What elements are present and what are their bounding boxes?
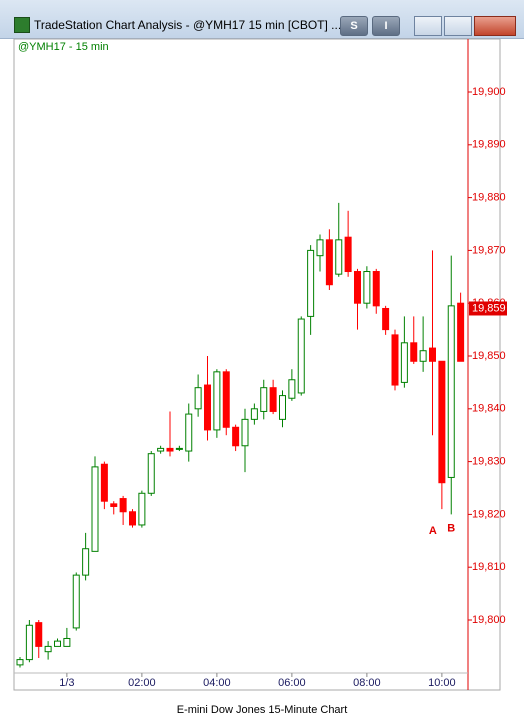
candle-body	[44, 645, 52, 653]
candle-body	[110, 503, 118, 507]
x-tick-label: 10:00	[428, 677, 456, 689]
candle-body	[410, 342, 418, 362]
app-icon	[14, 17, 30, 33]
last-price-label: 19,859	[472, 302, 506, 314]
candle-body	[100, 463, 108, 502]
x-tick-label: 08:00	[353, 677, 381, 689]
candle-body	[325, 239, 333, 286]
y-tick-label: 19,810	[472, 561, 506, 573]
title-bar: TradeStation Chart Analysis - @YMH17 15 …	[0, 0, 524, 39]
candle-body	[250, 408, 258, 420]
x-tick-label: 02:00	[128, 677, 156, 689]
i-button[interactable]: I	[372, 16, 400, 36]
candle-body	[138, 492, 146, 526]
minimize-button[interactable]	[414, 16, 442, 36]
y-tick-label: 19,820	[472, 508, 506, 520]
candle-body	[391, 334, 399, 386]
s-button[interactable]: S	[340, 16, 368, 36]
candle-body	[316, 239, 324, 257]
candle-body	[382, 307, 390, 331]
candle-body	[354, 271, 361, 304]
candle-body	[157, 447, 165, 452]
chart-caption: E-mini Dow Jones 15-Minute Chart	[177, 704, 348, 716]
y-tick-label: 19,850	[472, 350, 506, 362]
candle-body	[307, 249, 315, 317]
symbol-label: @YMH17 - 15 min	[18, 41, 109, 53]
candle-body	[222, 371, 230, 428]
candle-body	[63, 637, 71, 647]
x-tick-label: 1/3	[59, 677, 74, 689]
candle-body	[372, 271, 380, 307]
candle-body	[82, 548, 90, 576]
candle-body	[260, 387, 268, 412]
candle-body	[457, 302, 465, 362]
candle-body	[25, 624, 33, 661]
close-button[interactable]	[474, 16, 516, 36]
candle-body	[147, 453, 155, 494]
candle-body	[419, 350, 427, 362]
candle-body	[438, 360, 446, 484]
candle-body	[429, 347, 436, 362]
annotation: B	[447, 522, 455, 534]
candle-body	[175, 447, 183, 450]
window-title: TradeStation Chart Analysis - @YMH17 15 …	[34, 18, 342, 32]
y-tick-label: 19,830	[472, 456, 506, 468]
last-price-box	[469, 301, 507, 316]
chart-frame	[13, 38, 501, 691]
x-tick-label: 04:00	[203, 677, 231, 689]
candle-body	[269, 387, 277, 412]
y-tick-label: 19,880	[472, 192, 506, 204]
candle-body	[279, 395, 286, 420]
candle-body	[129, 511, 136, 526]
y-tick-label: 19,800	[472, 614, 506, 626]
candle-body	[297, 318, 305, 394]
candle-body	[241, 418, 249, 447]
candle-body	[185, 413, 193, 452]
x-tick-label: 06:00	[278, 677, 306, 689]
candle-body	[400, 342, 408, 383]
candle-body	[16, 659, 24, 666]
candle-body	[119, 498, 127, 513]
candle-body	[166, 447, 174, 452]
y-tick-label: 19,890	[472, 139, 506, 151]
candle-body	[288, 379, 296, 399]
y-tick-label: 19,870	[472, 244, 506, 256]
candle-body	[91, 466, 99, 552]
candle-body	[213, 371, 221, 431]
y-tick-label: 19,900	[472, 86, 506, 98]
maximize-button[interactable]	[444, 16, 472, 36]
candle-body	[35, 622, 43, 647]
y-tick-label: 19,840	[472, 403, 506, 415]
candle-body	[344, 236, 352, 273]
candle-body	[363, 271, 371, 304]
candle-body	[54, 640, 61, 647]
candle-body	[72, 574, 80, 629]
candle-body	[232, 426, 240, 447]
candle-body	[335, 239, 343, 275]
candle-body	[204, 384, 211, 431]
annotation: A	[429, 525, 437, 537]
candle-body	[447, 305, 455, 478]
candle-body	[194, 387, 202, 410]
